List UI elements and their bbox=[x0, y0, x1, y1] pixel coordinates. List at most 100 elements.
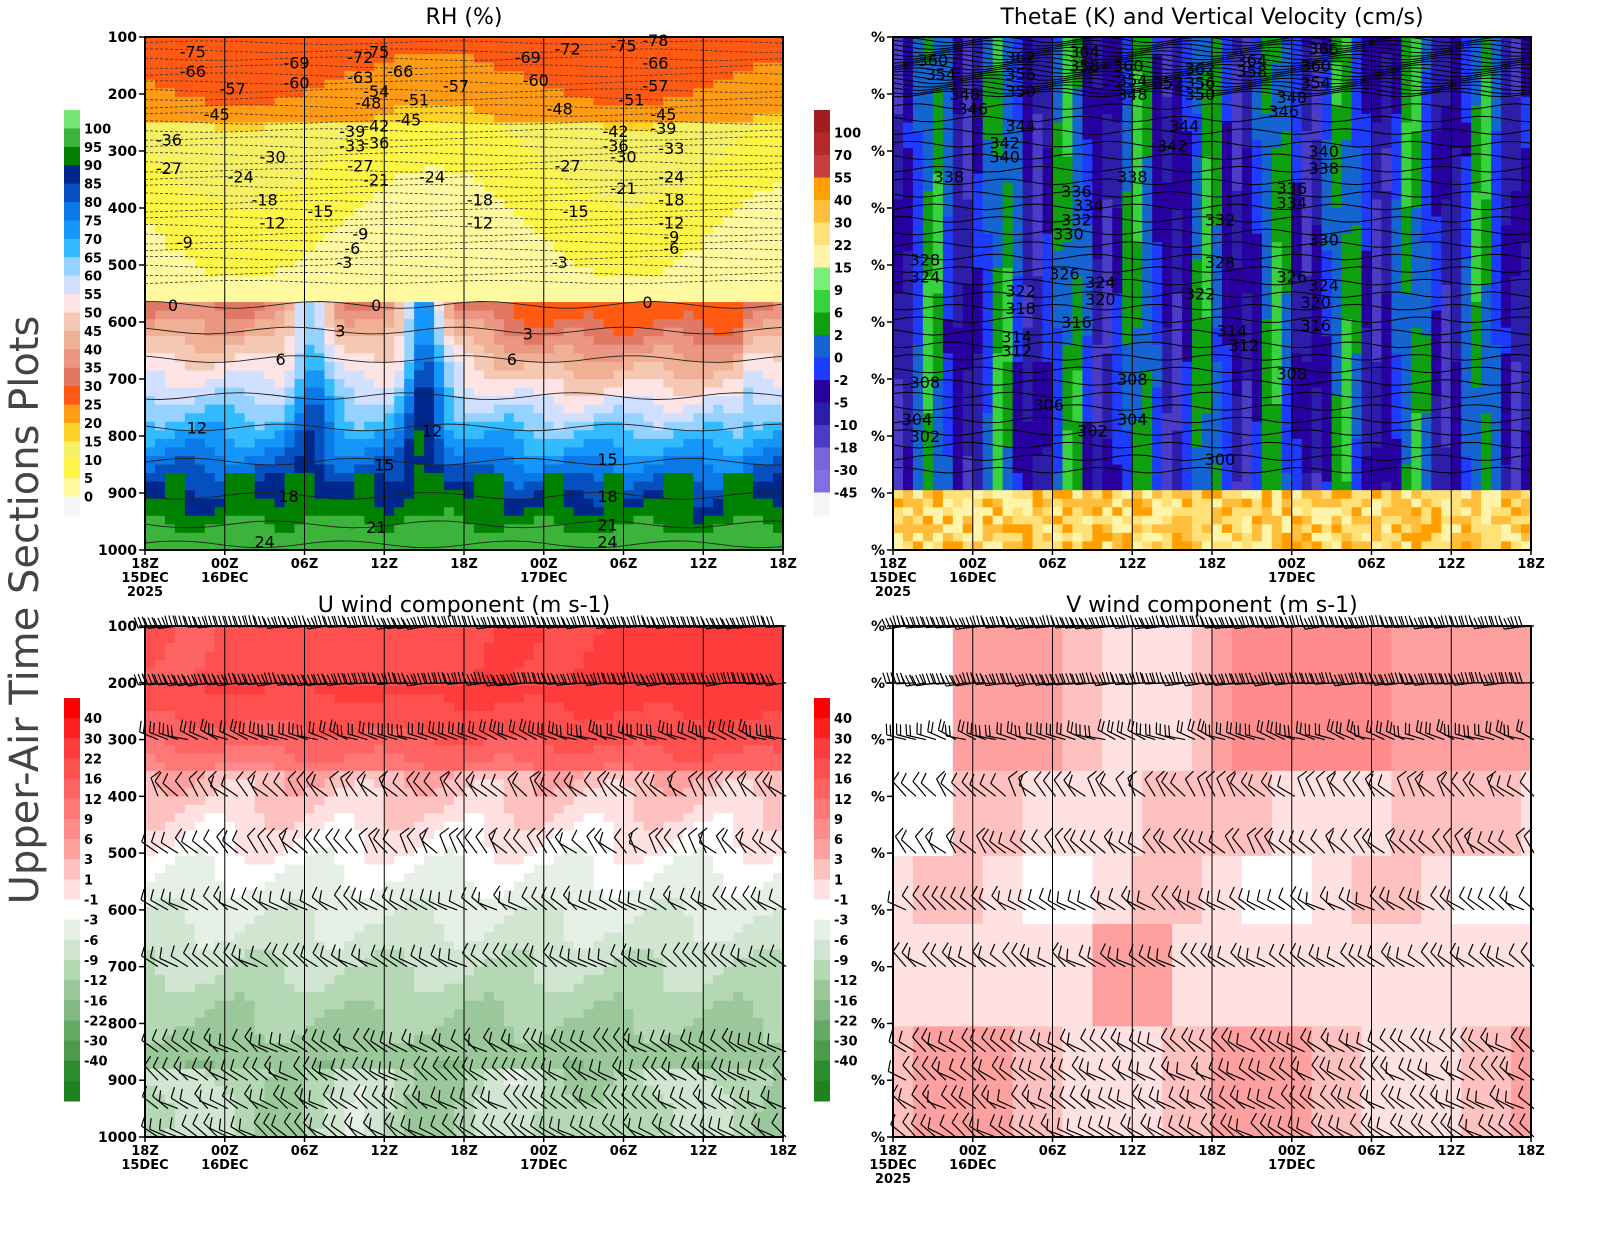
field-cell bbox=[743, 447, 754, 456]
field-cell bbox=[763, 388, 774, 397]
field-cell bbox=[953, 447, 964, 456]
field-cell bbox=[374, 63, 385, 72]
field-cell bbox=[1033, 208, 1044, 217]
field-cell bbox=[215, 405, 226, 414]
field-cell bbox=[614, 345, 625, 354]
field-cell bbox=[763, 234, 774, 243]
field-cell bbox=[464, 396, 475, 405]
field-cell bbox=[673, 294, 684, 303]
field-cell bbox=[524, 97, 535, 106]
field-cell bbox=[524, 302, 535, 311]
field-cell bbox=[444, 430, 455, 439]
field-cell bbox=[1043, 123, 1054, 132]
field-cell bbox=[614, 268, 625, 277]
field-cell bbox=[534, 507, 545, 516]
field-cell bbox=[155, 516, 166, 525]
field-cell bbox=[504, 242, 515, 251]
field-cell bbox=[743, 285, 754, 294]
field-cell bbox=[305, 430, 316, 439]
field-cell bbox=[514, 105, 525, 114]
field-cell bbox=[693, 396, 704, 405]
field-cell bbox=[723, 63, 734, 72]
field-cell bbox=[723, 396, 734, 405]
field-cell bbox=[743, 268, 754, 277]
field-cell bbox=[404, 396, 415, 405]
field-cell bbox=[673, 285, 684, 294]
field-cell bbox=[404, 482, 415, 491]
field-cell bbox=[305, 507, 316, 516]
field-cell bbox=[673, 507, 684, 516]
field-cell bbox=[195, 499, 206, 508]
field-cell bbox=[175, 524, 186, 533]
field-cell bbox=[215, 447, 226, 456]
y-tick-label: 300 bbox=[108, 144, 137, 160]
field-cell bbox=[265, 302, 276, 311]
field-cell bbox=[693, 165, 704, 174]
field-cell bbox=[175, 465, 186, 474]
field-cell bbox=[275, 97, 286, 106]
field-cell bbox=[474, 388, 485, 397]
field-cell bbox=[285, 251, 296, 260]
field-cell bbox=[524, 157, 535, 166]
field-cell bbox=[564, 379, 575, 388]
field-cell bbox=[614, 336, 625, 345]
field-cell bbox=[534, 379, 545, 388]
field-cell bbox=[564, 439, 575, 448]
field-cell bbox=[584, 140, 595, 149]
field-cell bbox=[185, 482, 196, 491]
thetae-chart: ThetaE (K) and Vertical Velocity (cm/s)3… bbox=[800, 0, 1600, 618]
field-cell bbox=[354, 191, 365, 200]
field-cell bbox=[245, 302, 256, 311]
field-cell bbox=[653, 405, 664, 414]
field-cell bbox=[953, 319, 964, 328]
field-cell bbox=[733, 302, 744, 311]
field-cell bbox=[404, 473, 415, 482]
field-cell bbox=[753, 473, 764, 482]
field-cell bbox=[743, 336, 754, 345]
field-cell bbox=[394, 191, 405, 200]
field-cell bbox=[753, 63, 764, 72]
field-cell bbox=[554, 234, 565, 243]
field-cell bbox=[314, 447, 325, 456]
field-cell bbox=[414, 191, 425, 200]
field-cell bbox=[524, 311, 535, 320]
field-cell bbox=[1033, 482, 1044, 491]
field-cell bbox=[633, 251, 644, 260]
field-cell bbox=[494, 242, 505, 251]
field-cell bbox=[434, 328, 445, 337]
field-cell bbox=[524, 524, 535, 533]
field-cell bbox=[943, 456, 954, 465]
field-cell bbox=[624, 439, 635, 448]
field-cell bbox=[544, 405, 555, 414]
field-cell bbox=[245, 353, 256, 362]
field-cell bbox=[235, 242, 246, 251]
field-cell bbox=[344, 191, 355, 200]
field-cell bbox=[643, 473, 654, 482]
field-cell bbox=[354, 447, 365, 456]
field-cell bbox=[155, 388, 166, 397]
field-cell bbox=[474, 473, 485, 482]
field-cell bbox=[723, 217, 734, 226]
contour-label: -12 bbox=[260, 213, 286, 232]
field-cell bbox=[285, 516, 296, 525]
field-cell bbox=[305, 379, 316, 388]
field-cell bbox=[285, 259, 296, 268]
field-cell bbox=[305, 285, 316, 294]
field-cell bbox=[295, 524, 306, 533]
field-cell bbox=[584, 490, 595, 499]
field-cell bbox=[534, 294, 545, 303]
field-cell bbox=[464, 114, 475, 123]
field-cell bbox=[953, 370, 964, 379]
field-cell bbox=[484, 405, 495, 414]
field-cell bbox=[374, 413, 385, 422]
field-cell bbox=[314, 46, 325, 55]
field-cell bbox=[763, 516, 774, 525]
field-cell bbox=[903, 516, 914, 525]
field-cell bbox=[374, 353, 385, 362]
field-cell bbox=[594, 405, 605, 414]
field-cell bbox=[434, 208, 445, 217]
field-cell bbox=[155, 430, 166, 439]
field-cell bbox=[334, 524, 345, 533]
field-cell bbox=[633, 328, 644, 337]
field-cell bbox=[255, 345, 266, 354]
